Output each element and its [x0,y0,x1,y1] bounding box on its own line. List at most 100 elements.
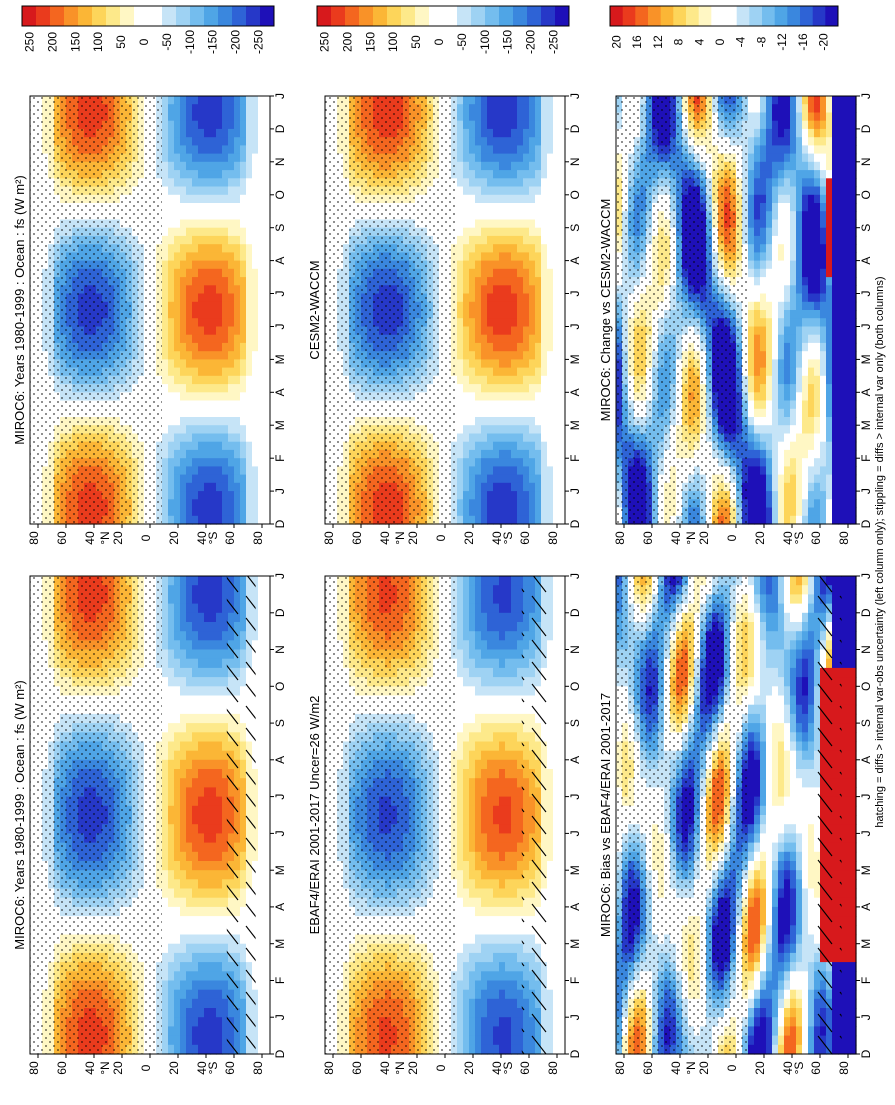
heatmap-cell [517,925,524,936]
heatmap-cell [469,833,476,844]
heatmap-cell [186,612,193,623]
heatmap-cell [493,989,500,1000]
heatmap-cell [499,998,506,1009]
heatmap-cell [264,833,271,844]
heatmap-cell [499,870,506,880]
heatmap-cell [487,769,494,779]
heatmap-cell [463,824,470,834]
heatmap-cell [463,879,470,890]
heatmap-cell [192,916,199,926]
heatmap-cell [168,603,175,614]
heatmap-cell [517,658,524,669]
heatmap-cell [463,732,470,743]
heatmap-cell [198,649,205,660]
heatmap-cell [493,631,500,641]
heatmap-cell [216,952,223,963]
heatmap-cell [493,1044,500,1055]
heatmap-cell [457,980,464,991]
heatmap-cell [499,622,506,632]
heatmap-cell [499,686,506,697]
heatmap-cell [198,1044,205,1055]
heatmap-cell [198,585,205,595]
hatching-overlay [521,576,551,1054]
heatmap-cell [198,971,205,982]
heatmap-cell [487,971,494,982]
heatmap-cell [180,925,187,936]
x-tick-label: M [273,865,287,875]
heatmap-cell [469,952,476,963]
heatmap-cell [469,897,476,908]
heatmap-cell [487,576,494,586]
heatmap-cell [222,723,229,733]
heatmap-cell [186,897,193,908]
heatmap-cell [475,1035,482,1046]
heatmap-cell [204,667,211,678]
heatmap-cell [162,925,169,936]
heatmap-cell [264,897,271,908]
heatmap-cell [469,686,476,697]
heatmap-cell [493,861,500,871]
heatmap-cell [493,934,500,945]
heatmap-cell [475,704,482,715]
heatmap-cell [168,815,175,825]
heatmap-cell [180,879,187,890]
heatmap-cell [469,741,476,752]
heatmap-cell [198,612,205,623]
heatmap-cell [222,971,229,982]
heatmap-cell [264,594,271,605]
heatmap-cell [168,925,175,936]
heatmap-cell [180,723,187,733]
heatmap-cell [505,759,512,770]
x-tick-label: A [568,756,582,764]
heatmap-cell [559,897,566,908]
heatmap-cell [499,842,506,853]
heatmap-cell [264,1044,271,1055]
heatmap-cell [264,713,271,724]
heatmap-cell [487,723,494,733]
heatmap-cell [162,998,169,1009]
heatmap-cell [222,787,229,798]
heatmap-cell [469,603,476,614]
heatmap-cell [222,815,229,825]
heatmap-cell [174,585,181,595]
heatmap-cell [505,723,512,733]
heatmap-cell [258,723,265,733]
heatmap-cell [475,640,482,651]
heatmap-cell [559,842,566,853]
heatmap-cell [216,658,223,669]
heatmap-cell [174,612,181,623]
heatmap-cell [553,640,560,651]
heatmap-cell [481,713,488,724]
heatmap-cell [559,704,566,715]
heatmap-cell [216,649,223,660]
heatmap-cell [264,695,271,706]
heatmap-cell [222,989,229,1000]
heatmap-cell [511,622,518,632]
heatmap-cell [499,805,506,816]
heatmap-cell [463,723,470,733]
heatmap-cell [553,1017,560,1027]
heatmap-cell [469,667,476,678]
y-tick-label: 60 [518,1061,532,1075]
heatmap-cell [204,897,211,908]
heatmap-cell [162,943,169,954]
heatmap-cell [481,833,488,844]
heatmap-cell [186,861,193,871]
heatmap-cell [162,603,169,614]
heatmap-cell [222,842,229,853]
heatmap-cell [487,888,494,899]
heatmap-cell [216,631,223,641]
heatmap-cell [162,861,169,871]
heatmap-cell [192,686,199,697]
heatmap-cell [180,695,187,706]
heatmap-cell [180,677,187,687]
heatmap-cell [198,1026,205,1037]
heatmap-cell [198,769,205,779]
heatmap-cell [553,888,560,899]
heatmap-cell [481,815,488,825]
heatmap-cell [258,769,265,779]
heatmap-cell [481,741,488,752]
heatmap-cell [168,658,175,669]
heatmap-cell [210,897,217,908]
